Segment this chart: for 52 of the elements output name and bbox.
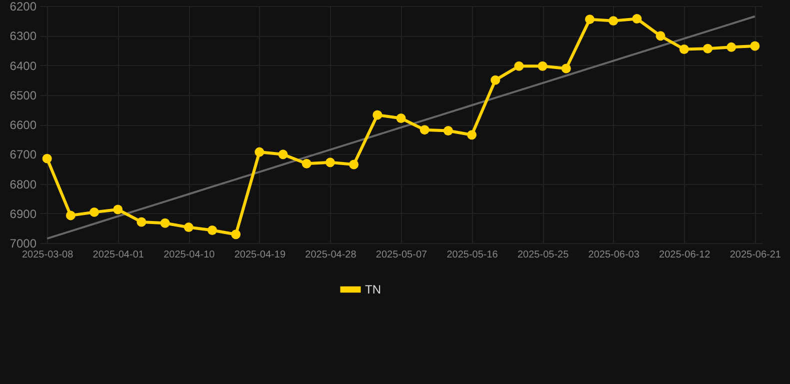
point	[396, 114, 406, 124]
x-tick-label: 2025-04-10	[164, 250, 216, 260]
point	[750, 41, 760, 51]
point	[136, 217, 146, 227]
point	[278, 150, 288, 160]
point	[349, 160, 359, 170]
y-tick-label: 6500	[10, 88, 37, 102]
point	[208, 226, 217, 235]
x-tick-label: 2025-04-28	[305, 250, 357, 260]
point	[113, 204, 123, 214]
x-tick-label: 2025-06-12	[659, 250, 711, 260]
point	[372, 110, 382, 120]
point	[656, 31, 666, 41]
point	[467, 130, 477, 140]
y-tick-label: 6700	[10, 148, 37, 162]
point	[42, 154, 52, 164]
point	[325, 158, 335, 168]
y-tick-label: 6600	[10, 118, 37, 132]
x-tick-label: 2025-05-07	[376, 250, 428, 260]
point	[679, 44, 689, 54]
y-tick-label: 6400	[10, 58, 37, 73]
point	[702, 44, 712, 54]
point	[66, 210, 76, 220]
x-tick-label: 2025-06-03	[588, 250, 640, 260]
point	[490, 75, 500, 85]
point	[585, 14, 594, 24]
point	[90, 207, 100, 217]
point	[160, 218, 170, 228]
point	[632, 14, 642, 24]
point	[231, 230, 241, 240]
x-tick-label: 2025-06-21	[730, 250, 782, 260]
y-tick-label: 6200	[10, 0, 37, 14]
x-tick-label: 2025-05-16	[446, 250, 498, 260]
y-tick-label: 7000	[10, 236, 37, 250]
y-tick-label: 6900	[10, 206, 37, 221]
x-tick-label: 2025-05-25	[517, 250, 570, 260]
legend-label: TN	[365, 282, 381, 296]
point	[420, 125, 430, 135]
x-tick-label: 2025-04-01	[92, 250, 144, 260]
point	[538, 61, 548, 71]
point	[608, 16, 618, 26]
point	[726, 42, 736, 52]
x-tick-label: 2025-03-08	[22, 250, 74, 260]
x-tick-label: 2025-04-19	[234, 250, 286, 260]
point	[302, 158, 312, 168]
point	[561, 64, 571, 74]
point	[443, 126, 453, 136]
point	[254, 147, 264, 157]
y-tick-label: 6800	[10, 177, 37, 192]
y-tick-label: 6300	[10, 29, 37, 44]
point	[514, 61, 524, 71]
point	[184, 222, 194, 232]
